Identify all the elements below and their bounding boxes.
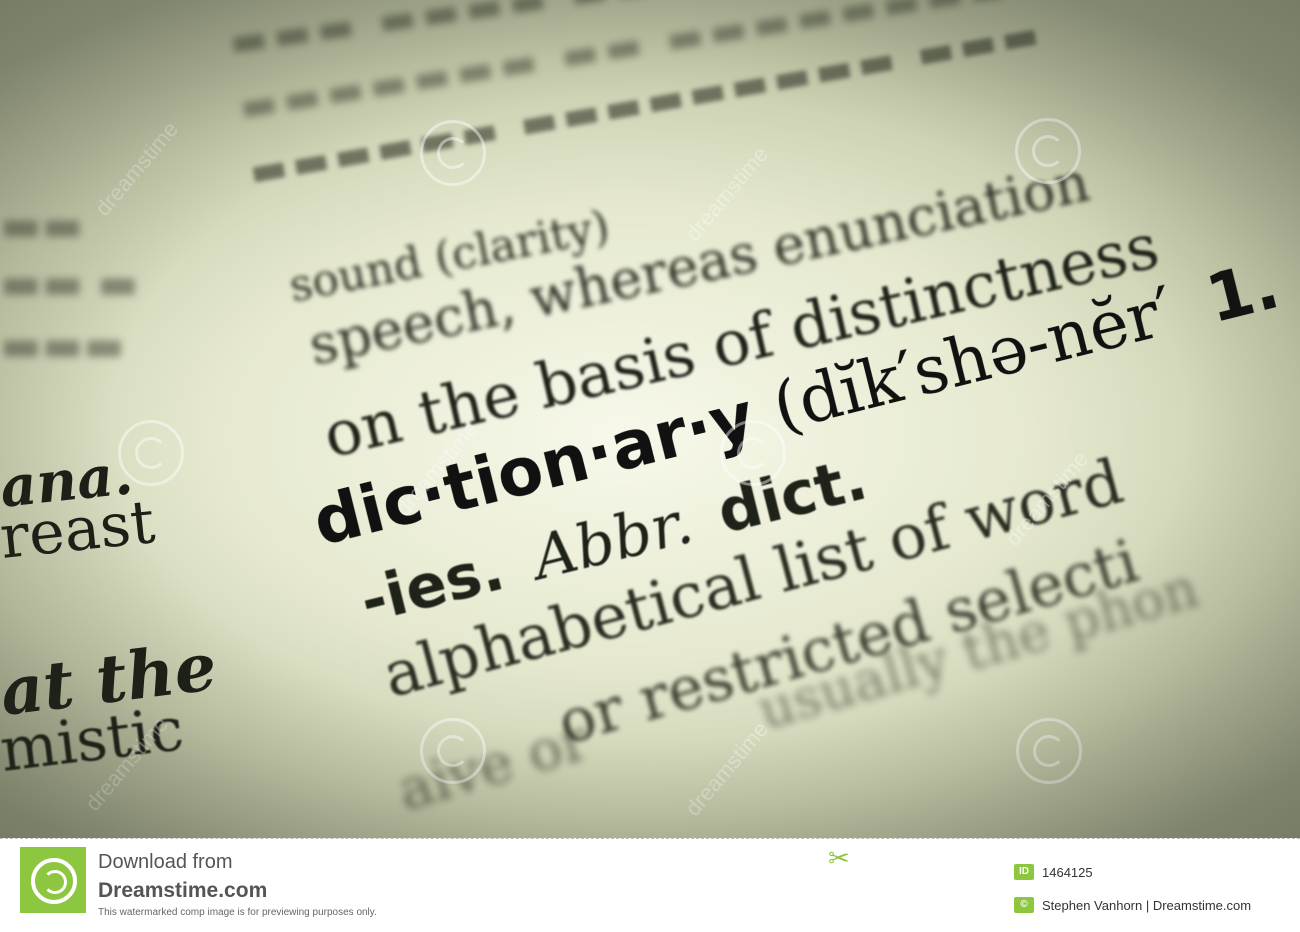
disclaimer-text: This watermarked comp image is for previ… [98, 907, 377, 918]
watermark-footer: Download from Dreamstime.com This waterm… [0, 838, 1300, 932]
scissors-icon: ✂ [828, 843, 850, 873]
watermark-spiral-icon [720, 420, 786, 486]
dictionary-photo: ▬▬▬ ▬▬▬▬ ▬▬ ▬▬▬ ▬ ▬▬▬▬ ▬▬▬ ▬▬▬▬ ▬▬ ▬▬▬▬▬▬▬… [0, 0, 1300, 838]
blurred-text-line: ▬▬ [0, 200, 84, 251]
watermark-text: dreamstime [90, 116, 184, 221]
photo-credit: Stephen Vanhorn | Dreamstime.com [1042, 898, 1252, 913]
dreamstime-logo-icon [20, 847, 86, 913]
download-from-text: Download from [98, 851, 233, 873]
watermark-spiral-icon [1015, 118, 1081, 184]
text-line-aive: aive or [391, 707, 596, 824]
watermark-spiral-icon [420, 120, 486, 186]
left-text-reast: reast [0, 487, 159, 573]
watermark-spiral-icon [118, 420, 184, 486]
watermark-spiral-icon [1016, 718, 1082, 784]
blurred-text-line: ▬▬ ▬ [0, 258, 139, 309]
copyright-badge: © [1014, 897, 1034, 913]
watermark-text: dreamstime [680, 716, 774, 821]
site-name-text: Dreamstime.com [98, 879, 268, 902]
watermark-spiral-icon [420, 718, 486, 784]
blurred-text-line: ▬▬▬ [0, 320, 125, 371]
image-id: 1464125 [1042, 865, 1093, 880]
id-badge: ID [1014, 864, 1034, 880]
